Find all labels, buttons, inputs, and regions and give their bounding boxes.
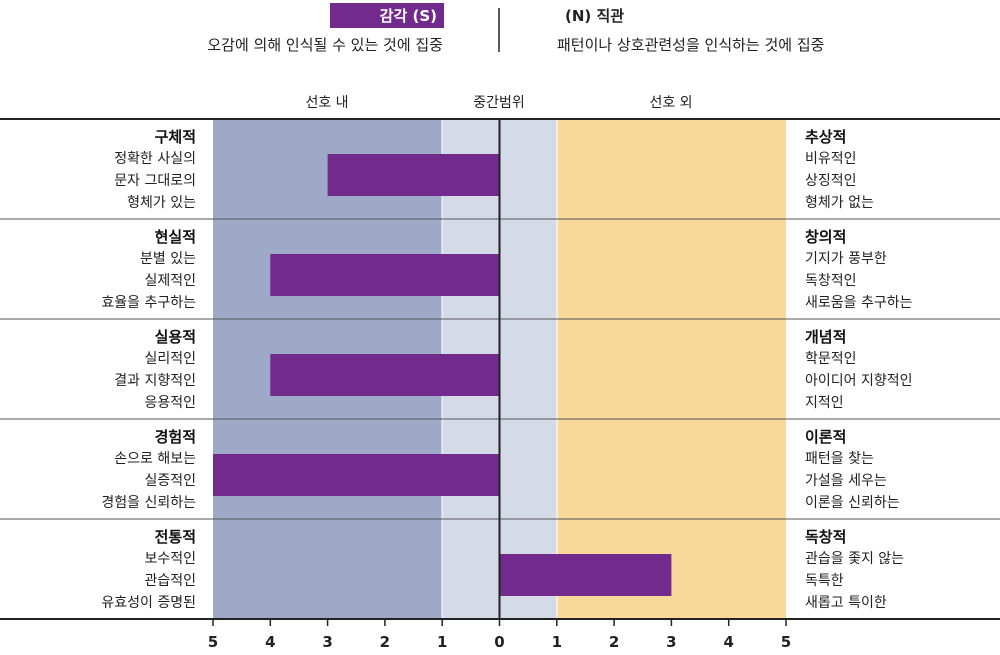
x-tick-label: 3	[322, 633, 332, 651]
left-row-line: 실제적인	[144, 273, 196, 289]
left-row-line: 관습적인	[144, 573, 196, 589]
x-tick-label: 4	[723, 633, 733, 651]
left-row-line: 효율을 추구하는	[101, 295, 196, 311]
right-row-line: 새롭고 특이한	[805, 595, 887, 611]
left-row-title: 실용적	[155, 328, 196, 346]
x-tick-label: 2	[380, 633, 390, 651]
x-tick-label: 4	[265, 633, 275, 651]
left-badge-bg	[330, 3, 444, 28]
bar	[499, 554, 672, 596]
zone-right-bg	[557, 119, 786, 619]
left-row-line: 유효성이 증명된	[101, 595, 196, 611]
right-row-line: 패턴을 찾는	[805, 451, 874, 467]
zone-label-middle: 중간범위	[473, 95, 525, 111]
right-row-line: 가설을 세우는	[805, 473, 887, 489]
right-description: 패턴이나 상호관련성을 인식하는 것에 집중	[557, 36, 824, 54]
right-row-line: 학문적인	[805, 351, 857, 367]
bar	[270, 254, 500, 296]
right-row-title: 독창적	[805, 528, 846, 546]
x-tick-label: 3	[666, 633, 676, 651]
left-row-title: 전통적	[155, 528, 196, 546]
chart-bars	[213, 154, 672, 596]
left-row-line: 결과 지향적인	[114, 373, 196, 389]
left-row-line: 응용적인	[144, 395, 196, 411]
left-row-line: 실리적인	[144, 351, 196, 367]
right-row-line: 관습을 좇지 않는	[805, 551, 904, 567]
right-row-line: 상징적인	[805, 173, 857, 189]
left-row-line: 정확한 사실의	[114, 151, 196, 167]
right-row-title: 개념적	[805, 328, 846, 346]
x-tick-label: 2	[609, 633, 619, 651]
x-tick-label: 0	[494, 633, 504, 651]
right-row-line: 비유적인	[805, 151, 857, 167]
x-tick-label: 1	[437, 633, 447, 651]
left-row-line: 실증적인	[144, 473, 196, 489]
x-tick-label: 1	[552, 633, 562, 651]
bar	[270, 354, 500, 396]
left-row-line: 형체가 있는	[127, 195, 196, 211]
left-description: 오감에 의해 인식될 수 있는 것에 집중	[207, 36, 443, 54]
left-row-line: 경험을 신뢰하는	[101, 495, 196, 511]
zone-label-out: 선호 외	[649, 95, 692, 111]
left-row-title: 구체적	[155, 128, 196, 146]
left-badge: 감각 (S)	[380, 7, 437, 25]
right-badge: (N) 직관	[565, 7, 624, 25]
right-row-line: 지적인	[805, 395, 844, 411]
right-row-title: 추상적	[805, 128, 846, 146]
right-row-line: 독창적인	[805, 273, 857, 289]
zone-label-in: 선호 내	[305, 95, 348, 111]
left-row-title: 현실적	[155, 228, 196, 246]
right-row-title: 이론적	[805, 428, 846, 446]
right-row-title: 창의적	[805, 228, 846, 246]
left-row-line: 문자 그대로의	[114, 173, 196, 189]
right-row-line: 기지가 풍부한	[805, 251, 887, 267]
left-row-title: 경험적	[155, 428, 196, 446]
right-row-line: 새로움을 추구하는	[805, 295, 913, 311]
left-row-line: 손으로 해보는	[114, 451, 196, 467]
left-row-line: 분별 있는	[140, 251, 196, 267]
right-row-line: 이론을 신뢰하는	[805, 495, 900, 511]
x-axis-ticks: 5 4 3 2 1 0 1 2 3 4 5	[208, 619, 791, 651]
right-row-line: 독특한	[805, 573, 844, 589]
right-row-line: 아이디어 지향적인	[805, 373, 913, 389]
x-tick-label: 5	[781, 633, 791, 651]
x-tick-label: 5	[208, 633, 218, 651]
right-row-line: 형체가 없는	[805, 195, 874, 211]
bar	[327, 154, 500, 196]
left-row-line: 보수적인	[144, 551, 196, 567]
bar	[213, 454, 500, 496]
